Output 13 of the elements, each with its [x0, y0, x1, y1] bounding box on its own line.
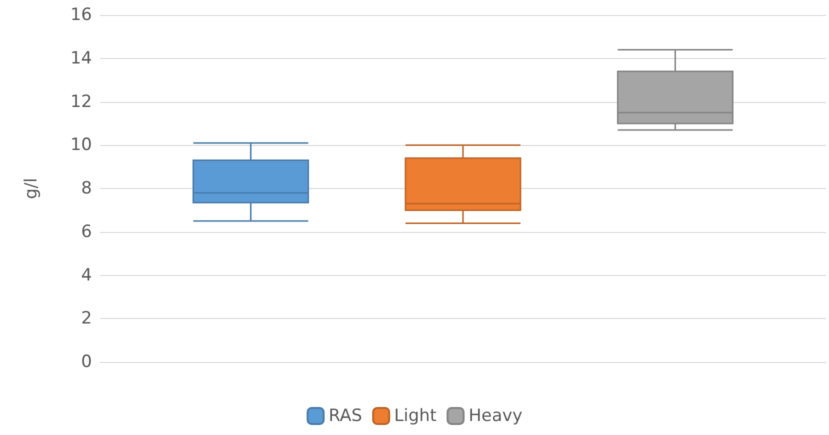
legend-label: Heavy	[468, 406, 522, 426]
y-tick-label: 10	[70, 135, 92, 156]
y-tick-label: 2	[81, 308, 92, 329]
y-tick-label: 8	[81, 178, 92, 198]
y-tick-label: 0	[81, 352, 92, 372]
legend-label: RAS	[328, 406, 362, 426]
y-axis-title: g/l	[22, 178, 42, 200]
y-tick-label: 14	[70, 48, 92, 68]
y-tick-label: 12	[70, 92, 92, 112]
y-tick-label: 6	[81, 222, 92, 242]
y-tick-label: 16	[70, 5, 92, 25]
y-tick-label: 4	[81, 265, 92, 286]
legend-label: Light	[394, 406, 437, 426]
